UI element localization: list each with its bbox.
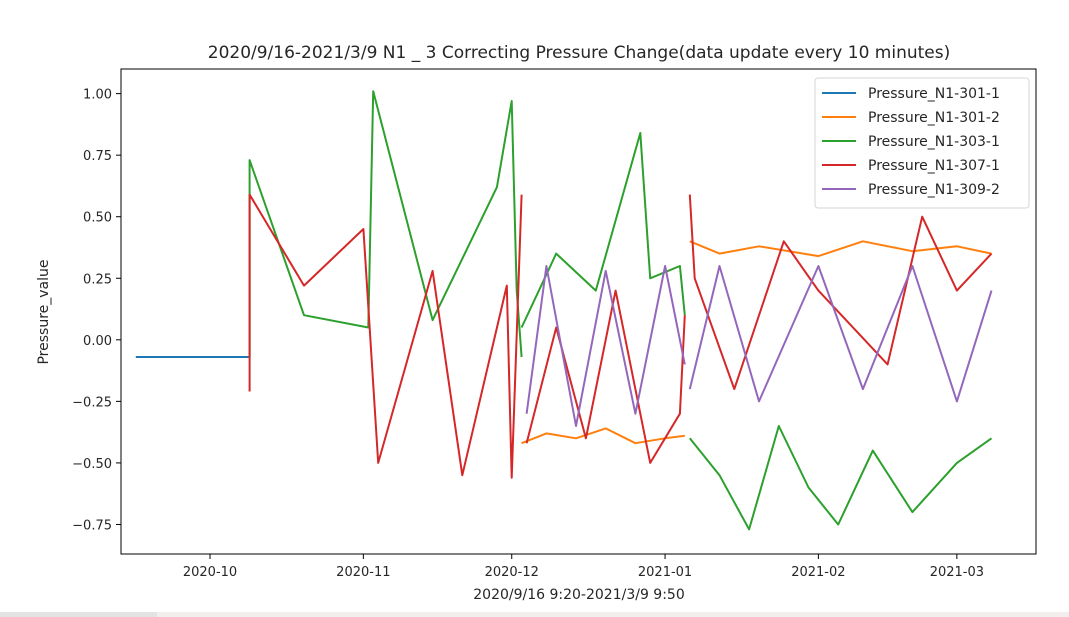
series-line [689,425,993,531]
series-line [525,265,686,427]
series-pressure-n1-303-1 [248,90,993,531]
y-tick-label: 0.75 [83,149,112,164]
x-tick-label: 2021-02 [791,565,845,580]
x-tick-label: 2020-11 [336,565,390,580]
y-tick-label: 0.25 [83,272,112,287]
legend-frame [814,77,1030,209]
y-axis-label: Pressure_value [36,259,52,364]
x-tick-label: 2020-12 [485,565,539,580]
legend: Pressure_N1-301-1 Pressure_N1-301-2 Pressu… [814,77,1030,209]
legend-label: Pressure_N1-301-1 [868,86,1000,102]
y-axis: 1.00 0.75 0.50 0.25 0.00 −0.25 −0.50 −0.75 [72,88,121,533]
plot-frame [120,68,1037,555]
x-tick-label: 2020-10 [183,565,237,580]
series-line [248,193,523,479]
x-tick-label: 2021-01 [638,565,692,580]
series-line [688,265,993,403]
series-layer [135,90,993,531]
y-tick-label: −0.25 [72,395,112,410]
series-line [248,90,523,358]
y-tick-label: 0.50 [83,211,112,226]
y-tick-label: 0.00 [83,334,112,349]
y-tick-label: −0.75 [72,518,112,533]
bottom-strip [0,612,1069,617]
legend-label: Pressure_N1-307-1 [868,158,1000,174]
bottom-strip-left [0,612,157,617]
legend-label: Pressure_N1-301-2 [868,110,1000,126]
series-line [520,132,686,328]
legend-label: Pressure_N1-303-1 [868,134,1000,150]
x-tick-label: 2021-03 [930,565,984,580]
y-tick-label: −0.50 [72,457,112,472]
x-axis-label: 2020/9/16 9:20-2021/3/9 9:50 [473,587,685,603]
y-tick-label: 1.00 [83,88,112,103]
chart-title: 2020/9/16-2021/3/9 N1 _ 3 Correcting Pre… [208,43,950,63]
series-line [525,289,686,464]
x-axis: 2020-10 2020-11 2020-12 2021-01 2021-02 2021-… [183,554,984,580]
series-line [689,240,992,258]
legend-label: Pressure_N1-309-2 [868,182,1000,198]
series-pressure-n1-309-2 [525,265,993,427]
